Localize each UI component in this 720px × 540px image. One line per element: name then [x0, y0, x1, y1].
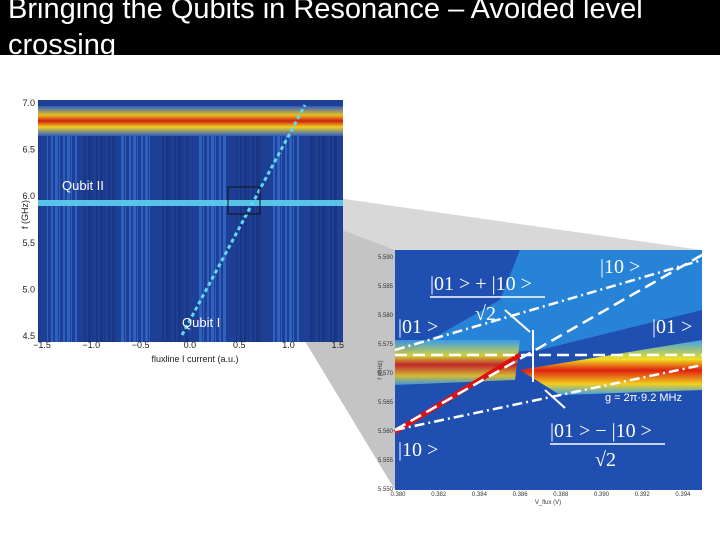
y-tick-label: 5.590 [378, 255, 394, 261]
x-tick-label: 0.390 [594, 492, 610, 498]
y-tick-label: 5.575 [378, 342, 394, 348]
x-tick-label: 0.392 [635, 492, 651, 498]
x-axis-label: fluxline I current (a.u.) [151, 354, 238, 364]
y-tick-label: 7.0 [22, 98, 35, 108]
x-tick-label: 1.0 [282, 340, 295, 350]
left-heatmap [38, 100, 343, 342]
y-tick-label: 5.550 [378, 487, 394, 493]
y-tick-label: 5.585 [378, 284, 394, 290]
y-axis-label: f (GHz) [20, 200, 30, 229]
y-tick-label: 6.0 [22, 191, 35, 201]
y-tick-label: 6.5 [22, 145, 35, 155]
x-tick-label: 0.382 [431, 492, 447, 498]
y-tick-label: 5.580 [378, 313, 394, 319]
fraction-numerator: |01 > + |10 > [430, 273, 532, 295]
title: Bringing the Qubits in Resonance – Avoid… [8, 0, 643, 55]
title-bar: Bringing the Qubits in Resonance – Avoid… [0, 0, 720, 55]
y-tick-label: 5.565 [378, 400, 394, 406]
y-tick-label: 5.570 [378, 371, 394, 377]
qubit-label: Qubit I [182, 315, 220, 330]
right-heatmap [393, 250, 703, 490]
x-tick-label: 1.5 [332, 340, 345, 350]
fraction-numerator: |01 > − |10 > [550, 420, 652, 442]
y-tick-label: 5.560 [378, 429, 394, 435]
y-axis-label: f (GHz) [378, 360, 384, 379]
fraction-denominator: √2 [475, 303, 496, 325]
y-tick-label: 5.0 [22, 284, 35, 294]
x-tick-label: 0.5 [233, 340, 246, 350]
x-tick-label: 0.384 [472, 492, 488, 498]
x-tick-label: −1.5 [33, 340, 51, 350]
y-tick-label: 4.5 [22, 331, 35, 341]
x-tick-label: 0.380 [390, 492, 406, 498]
x-tick-label: 0.386 [513, 492, 529, 498]
state-label: |01 > [398, 316, 438, 338]
y-tick-label: 5.5 [22, 238, 35, 248]
x-tick-label: −1.0 [82, 340, 100, 350]
coupling-label: g = 2π·9.2 MHz [605, 392, 682, 404]
x-axis-label: V_flux (V) [535, 500, 561, 506]
y-tick-label: 5.555 [378, 458, 394, 464]
state-label: |10 > [600, 256, 640, 278]
x-tick-label: 0.0 [184, 340, 197, 350]
x-tick-label: 0.394 [675, 492, 691, 498]
fraction-denominator: √2 [595, 449, 616, 471]
state-label: |10 > [398, 439, 438, 461]
state-label: |01 > [652, 316, 692, 338]
qubit-label: Qubit II [62, 178, 104, 193]
x-tick-label: 0.388 [553, 492, 569, 498]
x-tick-label: −0.5 [132, 340, 150, 350]
